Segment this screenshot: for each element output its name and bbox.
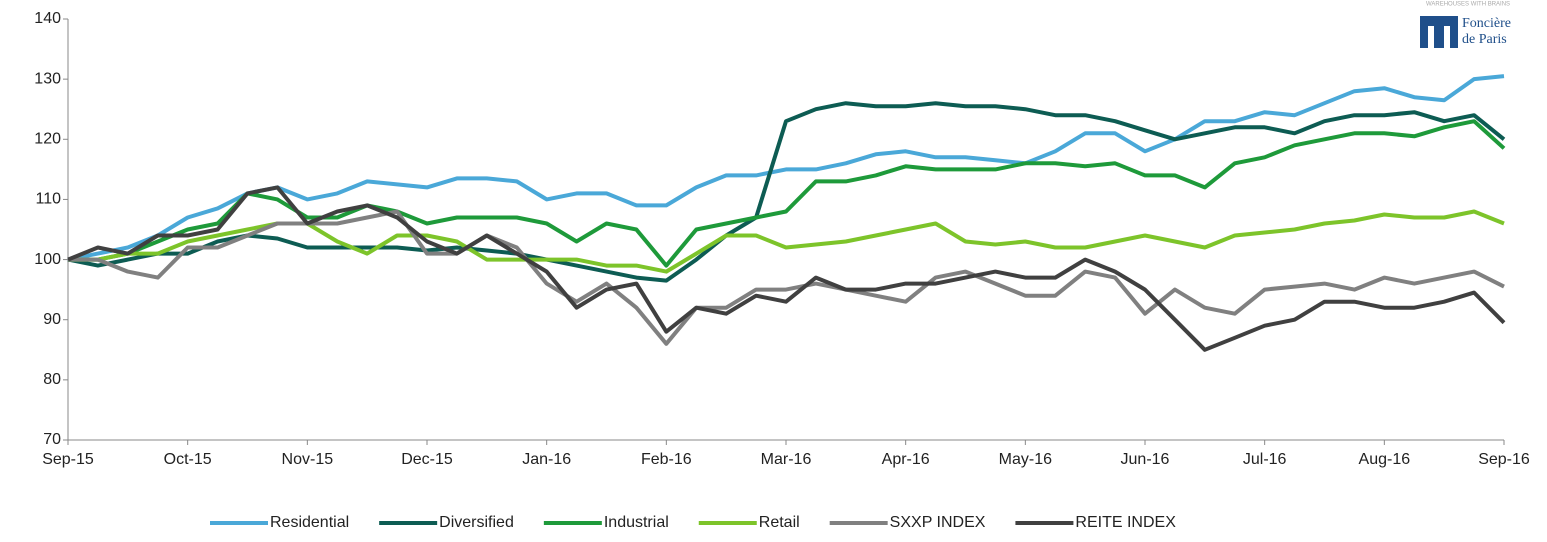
legend-label: Retail [759, 514, 800, 531]
y-tick-label: 140 [34, 10, 61, 27]
x-tick-label: Mar-16 [761, 451, 812, 468]
x-tick-label: Jul-16 [1243, 451, 1287, 468]
x-tick-label: Sep-15 [42, 451, 94, 468]
y-tick-label: 90 [43, 311, 61, 328]
x-tick-label: Aug-16 [1359, 451, 1411, 468]
y-tick-label: 130 [34, 70, 61, 87]
logo-icon-pillar [1428, 26, 1434, 48]
x-tick-label: Nov-15 [282, 451, 334, 468]
y-tick-label: 70 [43, 431, 61, 448]
x-tick-label: Sep-16 [1478, 451, 1530, 468]
x-tick-label: Jan-16 [522, 451, 571, 468]
x-tick-label: May-16 [999, 451, 1052, 468]
logo: WAREHOUSES WITH BRAINS Foncière de Paris [1420, 2, 1511, 48]
legend-label: Diversified [439, 514, 514, 531]
x-tick-label: Oct-15 [164, 451, 212, 468]
y-tick-label: 110 [35, 191, 61, 208]
legend-label: SXXP INDEX [890, 514, 986, 531]
logo-name: de Paris [1462, 32, 1507, 47]
series-line [67, 101, 1506, 283]
y-tick-label: 100 [34, 251, 61, 268]
series-line [67, 185, 1506, 352]
legend-label: REITE INDEX [1075, 514, 1176, 531]
y-tick-label: 120 [34, 131, 61, 148]
logo-icon-pillar [1444, 26, 1450, 48]
legend-label: Residential [270, 514, 349, 531]
x-tick-label: Dec-15 [401, 451, 453, 468]
logo-name: Foncière [1462, 16, 1511, 31]
logo-icon [1420, 16, 1458, 48]
legend-label: Industrial [604, 514, 669, 531]
x-tick-label: Apr-16 [882, 451, 930, 468]
y-tick-label: 80 [43, 371, 61, 388]
series-line [67, 74, 1505, 262]
x-tick-label: Feb-16 [641, 451, 692, 468]
logo-tagline: WAREHOUSES WITH BRAINS [1426, 2, 1510, 8]
x-tick-label: Jun-16 [1121, 451, 1170, 468]
series-line [68, 119, 1506, 268]
